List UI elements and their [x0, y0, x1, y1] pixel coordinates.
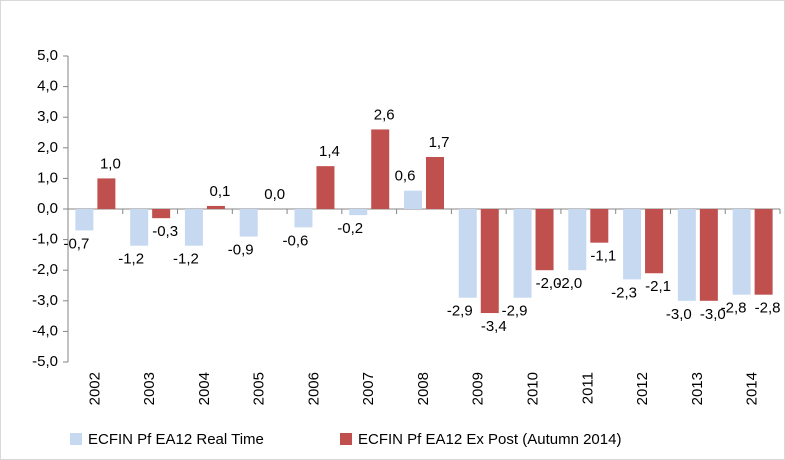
- x-tick-label: 2007: [360, 372, 377, 405]
- y-tick-label: 4,0: [37, 78, 58, 95]
- bar: [97, 178, 116, 209]
- value-label: 0,1: [209, 183, 230, 200]
- value-label: -1,2: [118, 251, 144, 268]
- legend-swatch: [340, 433, 352, 445]
- y-tick-label: -4,0: [32, 322, 58, 339]
- bar: [404, 190, 422, 209]
- value-label: -3,0: [700, 306, 726, 323]
- x-tick-label: 2002: [86, 372, 103, 405]
- x-tick-label: 2009: [470, 372, 487, 405]
- value-label: -1,2: [173, 251, 199, 268]
- y-tick-label: -2,0: [32, 261, 58, 278]
- bar: [426, 156, 444, 209]
- x-tick-label: 2013: [689, 372, 706, 405]
- value-label: 1,4: [319, 143, 340, 160]
- value-label: -2,3: [611, 284, 637, 301]
- bar: [294, 209, 313, 228]
- x-tick-label: 2004: [196, 372, 213, 405]
- bar: [480, 209, 499, 314]
- bar: [184, 209, 203, 246]
- value-label: -3,4: [481, 318, 507, 335]
- value-label: -0,2: [337, 220, 363, 237]
- bar: [152, 209, 171, 219]
- value-label: -3,0: [666, 306, 692, 323]
- value-label: -1,1: [590, 248, 616, 265]
- bar: [699, 209, 718, 301]
- bar: [206, 205, 225, 209]
- bar: [130, 209, 149, 246]
- value-label: 1,0: [100, 155, 121, 172]
- value-label: 2,6: [374, 106, 395, 123]
- value-label: 0,6: [395, 168, 416, 185]
- y-tick-label: 5,0: [37, 47, 58, 64]
- bar: [75, 209, 94, 231]
- value-label: -2,0: [556, 275, 582, 292]
- bar: [371, 129, 390, 209]
- value-label: -0,9: [228, 242, 254, 259]
- y-tick-label: 0,0: [37, 200, 58, 217]
- y-tick-label: 1,0: [37, 169, 58, 186]
- value-label: -2,1: [645, 278, 671, 295]
- value-label: -2,8: [721, 300, 747, 317]
- bar: [645, 209, 664, 274]
- x-tick-label: 2006: [305, 372, 322, 405]
- x-tick-label: 2008: [415, 372, 432, 405]
- bar: [458, 209, 477, 298]
- bar: [732, 209, 751, 295]
- value-label: -2,9: [447, 303, 473, 320]
- value-label: -0,7: [63, 235, 89, 252]
- value-label: -2,0: [536, 275, 562, 292]
- y-tick-label: -1,0: [32, 231, 58, 248]
- y-tick-label: -5,0: [32, 353, 58, 370]
- x-tick-label: 2010: [525, 372, 542, 405]
- x-tick-label: 2014: [744, 372, 761, 405]
- bar: [754, 209, 773, 295]
- bar: [513, 209, 532, 298]
- legend-swatch: [70, 433, 82, 445]
- bar: [677, 209, 696, 301]
- y-tick-label: 3,0: [37, 108, 58, 125]
- y-tick-label: 2,0: [37, 139, 58, 156]
- value-label: -2,8: [755, 300, 781, 317]
- x-tick-label: 2011: [579, 372, 596, 404]
- legend-label: ECFIN Pf EA12 Ex Post (Autumn 2014): [358, 431, 621, 448]
- x-tick-label: 2003: [141, 372, 158, 405]
- x-tick-label: 2012: [634, 372, 651, 405]
- bar: [239, 209, 258, 237]
- value-label: 1,7: [429, 134, 450, 151]
- bar: [590, 209, 609, 243]
- y-tick-label: -3,0: [32, 292, 58, 309]
- bar: [623, 209, 642, 280]
- x-tick-label: 2005: [251, 372, 268, 405]
- bar: [568, 209, 587, 271]
- bar: [349, 209, 368, 216]
- value-label: -2,9: [502, 303, 528, 320]
- value-label: -0,6: [283, 232, 309, 249]
- legend-label: ECFIN Pf EA12 Real Time: [88, 431, 264, 448]
- value-label: 0,0: [264, 186, 285, 203]
- bar: [316, 166, 335, 209]
- value-label: -0,3: [152, 223, 178, 240]
- bar: [535, 209, 554, 271]
